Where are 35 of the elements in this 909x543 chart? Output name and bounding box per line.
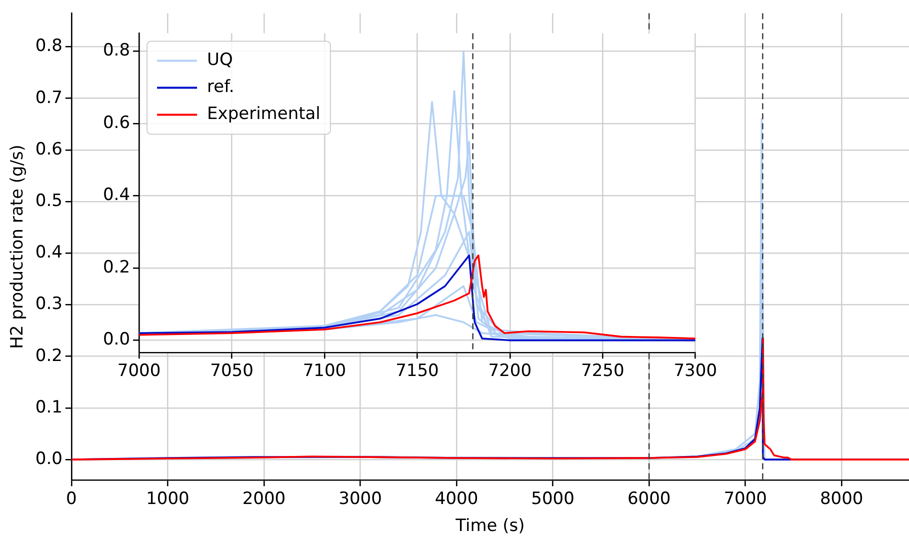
y-tick-label: 0.6 [35, 139, 62, 160]
x-tick-label: 3000 [338, 488, 382, 509]
x-tick-label: 8000 [820, 488, 864, 509]
x-tick-label: 7300 [674, 361, 717, 382]
x-tick-label: 7150 [396, 361, 439, 382]
y-tick-label: 0.0 [35, 448, 62, 469]
legend-label: ref. [207, 77, 234, 98]
y-tick-label: 0.8 [35, 36, 62, 56]
legend-label: UQ [207, 50, 233, 70]
y-tick-label: 0.0 [102, 330, 130, 350]
x-tick-label: 2000 [242, 488, 286, 509]
x-tick-label: 7000 [724, 488, 767, 509]
y-tick-label: 0.5 [35, 190, 62, 211]
y-tick-label: 0.4 [35, 242, 62, 263]
y-tick-label: 0.8 [102, 40, 130, 61]
x-tick-label: 7000 [117, 361, 161, 382]
y-tick-label: 0.1 [35, 397, 62, 418]
y-tick-label: 0.6 [102, 112, 130, 133]
y-tick-label: 0.7 [35, 88, 62, 108]
x-tick-label: 7050 [210, 361, 254, 382]
x-tick-label: 7200 [488, 361, 532, 382]
y-axis-title: H2 production rate (g/s) [8, 144, 28, 349]
x-tick-label: 1000 [146, 488, 190, 509]
x-axis-title: Time (s) [454, 516, 525, 536]
legend-label: Experimental [207, 104, 320, 124]
y-tick-label: 0.3 [35, 294, 62, 314]
y-tick-label: 0.2 [35, 346, 62, 366]
x-tick-label: 4000 [434, 488, 478, 509]
y-tick-label: 0.4 [102, 185, 130, 206]
x-tick-label: 7100 [302, 361, 346, 382]
x-tick-label: 0 [66, 488, 77, 509]
y-tick-label: 0.2 [102, 257, 130, 278]
x-tick-label: 5000 [531, 488, 574, 509]
x-tick-label: 7250 [581, 361, 624, 382]
x-tick-label: 6000 [627, 488, 671, 509]
